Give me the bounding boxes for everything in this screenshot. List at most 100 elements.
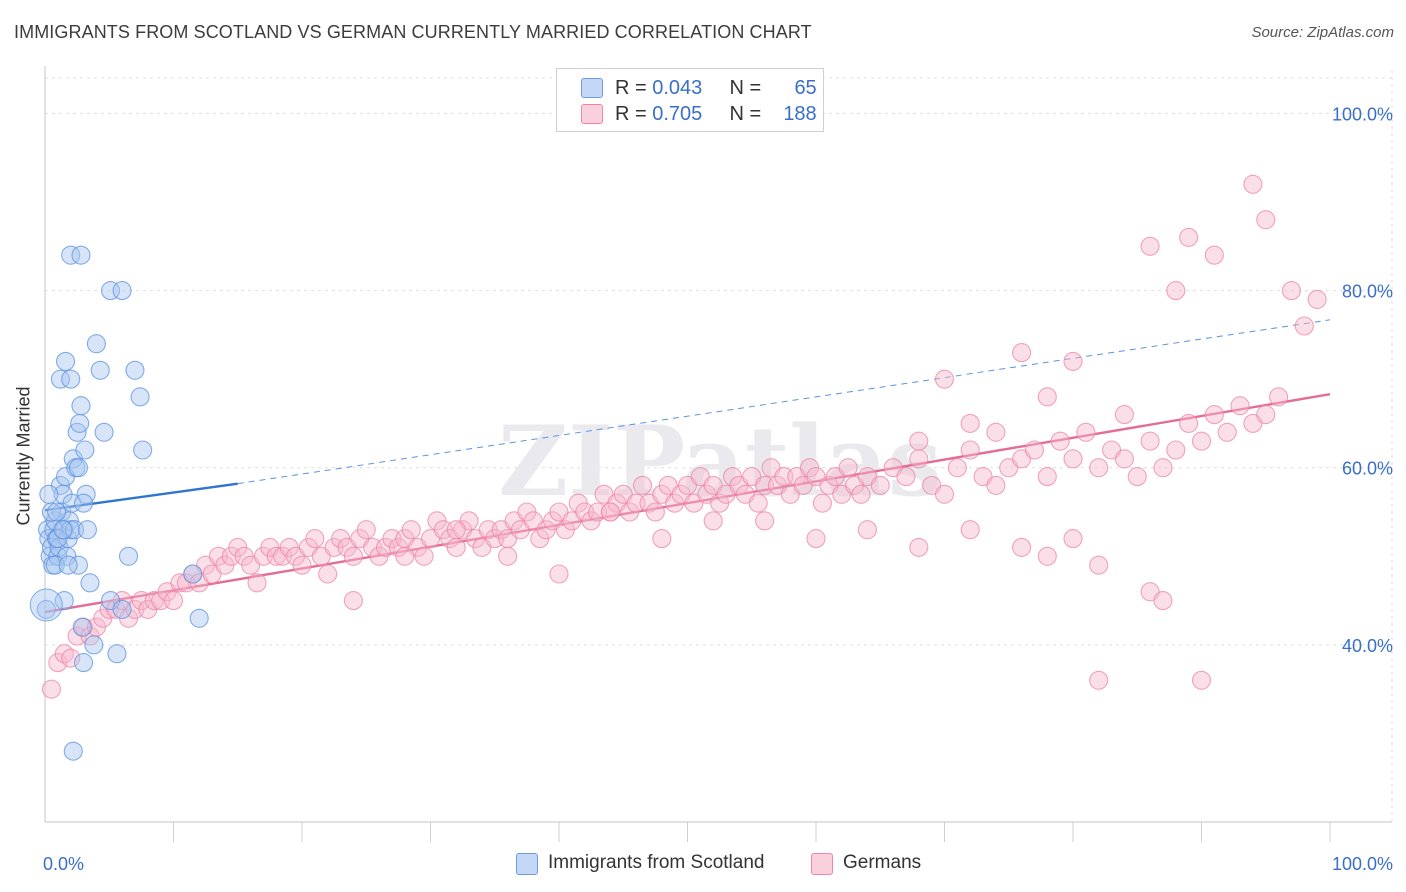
scotland-point: [61, 245, 81, 265]
german-point: [909, 449, 929, 469]
german-point: [838, 458, 858, 478]
german-point: [1191, 431, 1212, 451]
scotland-point: [125, 360, 145, 380]
scotland-point: [72, 617, 92, 637]
r-label: R =: [615, 77, 653, 99]
scotland-point: [86, 334, 106, 354]
german-point: [934, 369, 955, 389]
r-value: 0.705: [652, 103, 703, 125]
german-point: [703, 511, 723, 531]
german-point: [401, 520, 421, 540]
german-point: [1243, 174, 1263, 194]
y-tick-label: 80.0%: [1342, 282, 1393, 302]
german-point: [1063, 351, 1083, 371]
german-point: [870, 475, 890, 495]
scotland-point: [107, 644, 127, 664]
legend-swatch-pink: [581, 104, 603, 124]
german-point: [1089, 670, 1109, 690]
german-point: [851, 484, 871, 504]
scotland-point: [36, 599, 56, 619]
scotland-point: [183, 564, 203, 584]
german-point: [1153, 591, 1173, 611]
german-point: [909, 431, 929, 451]
german-point: [857, 520, 877, 540]
german-point: [1127, 467, 1147, 487]
german-point: [395, 546, 415, 566]
german-point: [343, 591, 363, 611]
german-point: [318, 564, 338, 584]
trend-line-scotland-extension: [237, 319, 1331, 485]
legend-label: Germans: [843, 852, 922, 873]
german-point: [41, 679, 61, 699]
scotland-point: [70, 413, 90, 433]
scotland-point: [130, 387, 150, 407]
german-point: [1076, 422, 1096, 442]
german-point: [1256, 210, 1276, 230]
legend-swatch-pink: [811, 853, 833, 875]
german-point: [1179, 413, 1199, 433]
german-point: [755, 511, 775, 531]
scotland-point: [56, 351, 76, 371]
german-point: [247, 573, 267, 593]
german-point: [549, 564, 569, 584]
scotland-point: [68, 458, 88, 478]
n-label: N =: [729, 103, 767, 125]
scotland-point: [62, 493, 82, 513]
scotland-point: [71, 396, 91, 416]
scotland-point: [58, 555, 78, 575]
german-point: [934, 484, 955, 504]
german-point: [1307, 289, 1327, 309]
german-point: [748, 493, 768, 513]
german-point: [645, 502, 665, 522]
german-point: [446, 537, 466, 557]
scotland-point: [74, 653, 94, 673]
scotland-point: [189, 608, 209, 628]
german-point: [305, 529, 325, 549]
german-point: [960, 440, 980, 460]
legend-swatch-blue: [581, 78, 603, 98]
n-value: 188: [783, 103, 817, 125]
german-point: [1230, 396, 1250, 416]
german-point: [1204, 405, 1224, 425]
german-point: [163, 591, 184, 611]
german-point: [1063, 449, 1083, 469]
scotland-point: [74, 493, 94, 513]
german-point: [1114, 449, 1134, 469]
german-point: [806, 529, 826, 549]
scotland-point: [77, 520, 97, 540]
scotland-point: [53, 520, 73, 540]
scotland-point: [50, 369, 70, 389]
german-point: [343, 546, 363, 566]
german-point: [1012, 537, 1032, 557]
german-point: [1269, 387, 1289, 407]
r-value: 0.043: [652, 77, 703, 99]
german-point: [1140, 431, 1160, 451]
german-point: [909, 537, 929, 557]
tick-labels: 40.0% 60.0% 80.0% 100.0% 0.0% 100.0%: [43, 104, 1393, 874]
german-point: [356, 520, 376, 540]
german-point: [1037, 467, 1057, 487]
legend-label: Immigrants from Scotland: [548, 852, 765, 873]
scotland-point: [90, 360, 110, 380]
german-points: [41, 174, 1327, 699]
german-point: [947, 458, 967, 478]
n-label: N =: [729, 77, 767, 99]
scotland-point: [48, 529, 68, 549]
german-point: [960, 520, 980, 540]
scotland-point: [112, 599, 132, 619]
german-point: [446, 520, 466, 540]
german-point: [1063, 529, 1083, 549]
german-point: [600, 502, 620, 522]
y-tick-label: 60.0%: [1342, 459, 1393, 479]
german-point: [292, 555, 312, 575]
x-tick-label: 100.0%: [1332, 854, 1393, 874]
german-point: [1037, 387, 1057, 407]
y-axis-label: Currently Married: [13, 386, 34, 526]
german-point: [986, 475, 1006, 495]
scotland-point: [68, 555, 88, 575]
german-point: [1166, 440, 1186, 460]
german-point: [1294, 316, 1314, 336]
scotland-point: [80, 573, 100, 593]
german-point: [960, 413, 980, 433]
